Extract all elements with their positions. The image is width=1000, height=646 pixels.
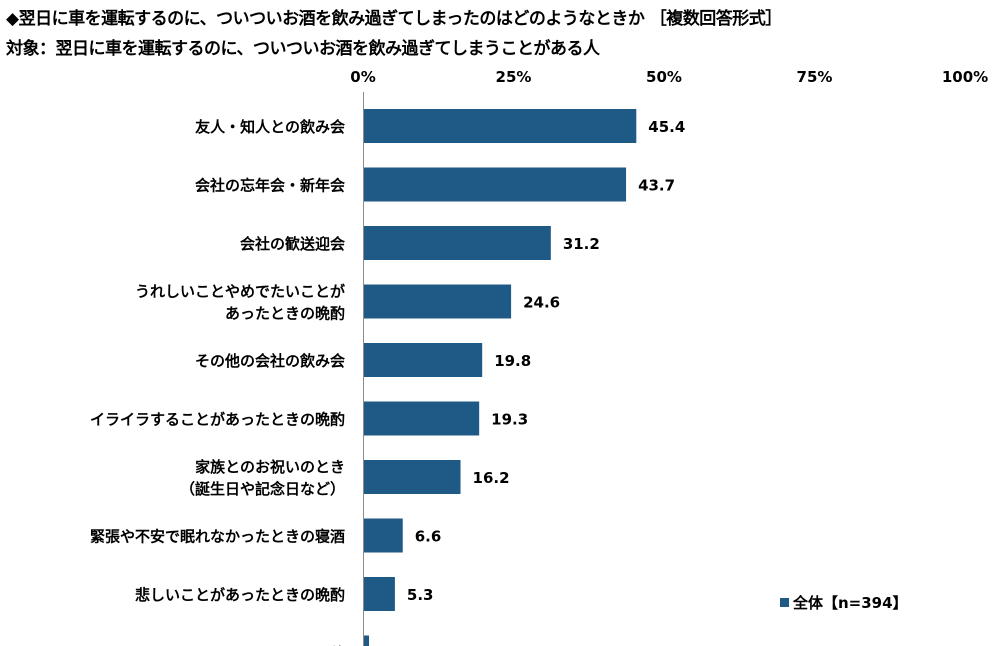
bar — [364, 167, 627, 202]
chart-subtitle: 対象：翌日に車を運転するのに、ついついお酒を飲み過ぎてしまうことがある人 — [6, 39, 600, 59]
category-label: その他 — [300, 645, 345, 646]
category-label: 緊張や不安で眠れなかったときの寝酒 — [90, 528, 345, 546]
bar — [364, 401, 480, 436]
bar — [364, 226, 551, 260]
category-label: あったときの晩酌 — [225, 305, 345, 323]
bar — [364, 518, 403, 553]
value-label: 1.0 — [381, 645, 408, 646]
category-label: イライラすることがあったときの晩酌 — [90, 411, 345, 429]
value-label: 31.2 — [563, 235, 600, 253]
chart-title: ◆翌日に車を運転するのに、ついついお酒を飲み過ぎてしまったのはどのようなときか … — [6, 9, 782, 29]
value-label: 19.3 — [491, 411, 528, 429]
x-tick-label: 75% — [797, 68, 833, 86]
value-label: 6.6 — [415, 528, 442, 546]
x-tick-label: 0% — [350, 68, 375, 86]
category-label: その他の会社の飲み会 — [195, 352, 345, 370]
category-label: 家族とのお祝いのとき — [195, 458, 345, 476]
bar — [364, 635, 370, 646]
category-label: うれしいことやめでたいことが — [135, 283, 346, 301]
value-label: 5.3 — [407, 586, 434, 604]
bar — [364, 284, 512, 319]
value-label: 24.6 — [523, 294, 560, 312]
value-label: 16.2 — [473, 469, 510, 487]
bar — [364, 109, 637, 143]
value-label: 45.4 — [648, 118, 685, 136]
category-label: 友人・知人との飲み会 — [195, 118, 345, 136]
value-label: 19.8 — [494, 352, 531, 370]
x-tick-label: 50% — [646, 68, 682, 86]
category-label: 会社の忘年会・新年会 — [195, 177, 345, 195]
category-label: 会社の歓送迎会 — [240, 235, 345, 253]
category-label: 悲しいことがあったときの晩酌 — [135, 586, 345, 604]
value-label: 43.7 — [638, 177, 675, 195]
category-label: （誕生日や記念日など） — [180, 480, 345, 498]
legend-swatch — [780, 598, 789, 607]
x-tick-label: 100% — [942, 68, 988, 86]
bar — [364, 343, 483, 377]
legend-label: 全体【n=394】 — [792, 594, 908, 612]
bar — [364, 577, 395, 611]
bar — [364, 460, 461, 494]
x-tick-label: 25% — [496, 68, 532, 86]
